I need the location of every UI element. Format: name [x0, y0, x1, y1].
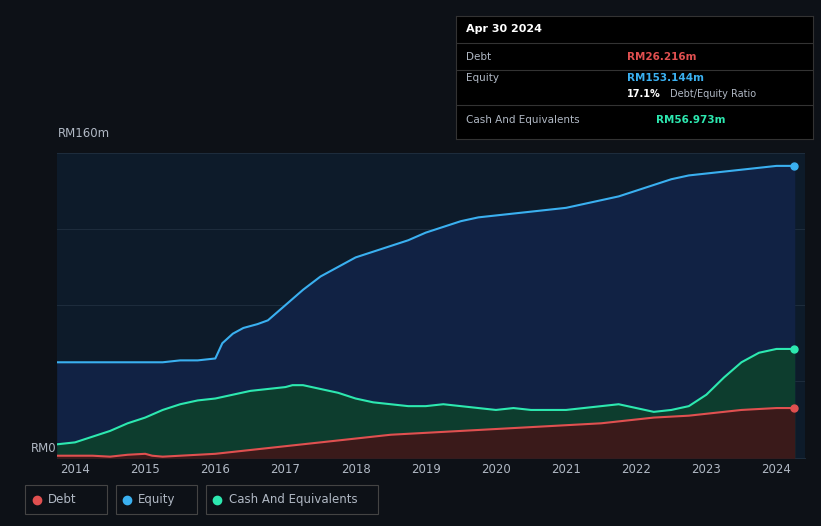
Text: Equity: Equity: [139, 493, 176, 506]
Text: Apr 30 2024: Apr 30 2024: [466, 24, 543, 34]
Text: RM153.144m: RM153.144m: [627, 73, 704, 83]
Text: RM160m: RM160m: [57, 127, 109, 140]
Text: 17.1%: 17.1%: [627, 89, 661, 99]
Text: RM26.216m: RM26.216m: [627, 52, 696, 62]
Text: Debt/Equity Ratio: Debt/Equity Ratio: [670, 89, 756, 99]
Text: Cash And Equivalents: Cash And Equivalents: [229, 493, 357, 506]
Text: Cash And Equivalents: Cash And Equivalents: [466, 115, 580, 125]
Text: Equity: Equity: [466, 73, 499, 83]
Text: Debt: Debt: [466, 52, 492, 62]
FancyBboxPatch shape: [206, 485, 378, 514]
Text: RM56.973m: RM56.973m: [656, 115, 725, 125]
FancyBboxPatch shape: [116, 485, 197, 514]
Text: RM0: RM0: [31, 441, 57, 454]
Text: Debt: Debt: [48, 493, 76, 506]
FancyBboxPatch shape: [25, 485, 107, 514]
